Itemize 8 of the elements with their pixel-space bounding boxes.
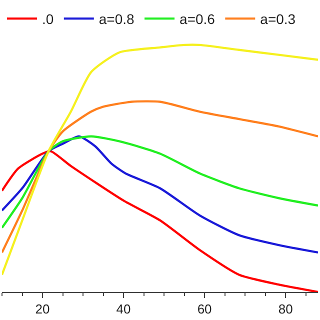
legend-label: a=0.3 [260,11,296,28]
legend-label: .0 [42,11,54,28]
x-tick-label: 60 [197,302,212,317]
legend-label: a=0.6 [180,11,216,28]
x-tick-label: 40 [116,302,131,317]
legend-label: a=0.8 [98,11,135,28]
x-tick-label: 20 [35,302,50,317]
x-tick-label: 80 [278,302,293,317]
